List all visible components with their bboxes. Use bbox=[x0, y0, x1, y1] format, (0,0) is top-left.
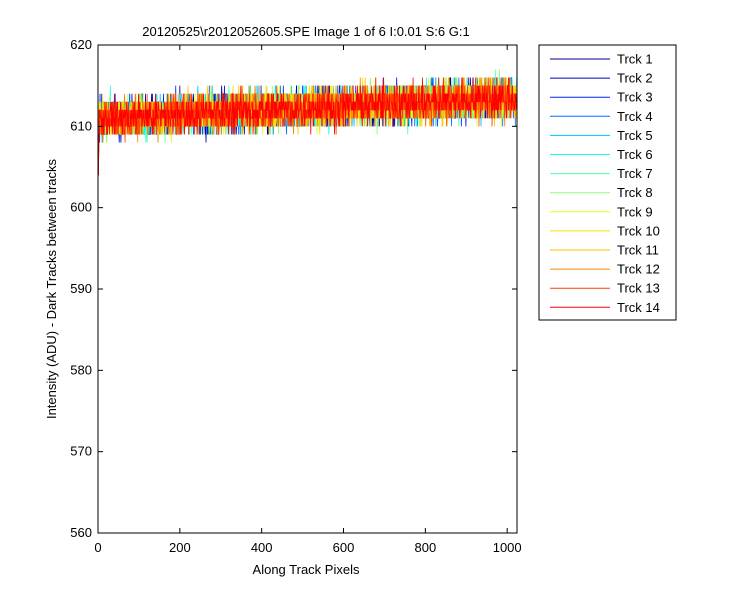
legend-label: Trck 13 bbox=[617, 281, 660, 296]
y-tick-label: 600 bbox=[70, 200, 92, 215]
legend-label: Trck 7 bbox=[617, 166, 653, 181]
y-tick-label: 610 bbox=[70, 118, 92, 133]
legend-box bbox=[538, 44, 677, 321]
x-axis-ticks: 0 200 400 600 800 1000 bbox=[94, 45, 522, 555]
x-tick-label: 0 bbox=[94, 540, 101, 555]
x-tick-label: 800 bbox=[414, 540, 436, 555]
series-line-14 bbox=[98, 77, 518, 176]
legend-label: Trck 10 bbox=[617, 223, 660, 238]
y-tick-label: 560 bbox=[70, 525, 92, 540]
y-tick-label: 620 bbox=[70, 37, 92, 52]
x-tick-label: 200 bbox=[169, 540, 191, 555]
legend-label: Trck 1 bbox=[617, 52, 653, 67]
chart-title: 20120525\r2012052605.SPE Image 1 of 6 I:… bbox=[142, 24, 469, 39]
legend-label: Trck 6 bbox=[617, 147, 653, 162]
plot-lines bbox=[98, 69, 518, 176]
y-tick-label: 580 bbox=[70, 362, 92, 377]
x-axis-label: Along Track Pixels bbox=[253, 562, 360, 577]
legend-label: Trck 5 bbox=[617, 128, 653, 143]
legend-label: Trck 8 bbox=[617, 185, 653, 200]
y-axis-ticks: 560 570 580 590 600 610 620 bbox=[70, 37, 517, 540]
legend-label: Trck 3 bbox=[617, 90, 653, 105]
y-tick-label: 570 bbox=[70, 444, 92, 459]
x-tick-label: 600 bbox=[333, 540, 355, 555]
legend-label: Trck 9 bbox=[617, 204, 653, 219]
legend-label: Trck 4 bbox=[617, 109, 653, 124]
legend: Trck 1 Trck 2 Trck 3 Trck 4 Trck 5 Trck 6 Trck… bbox=[538, 44, 677, 321]
legend-label: Trck 2 bbox=[617, 71, 653, 86]
y-axis-label: Intensity (ADU) - Dark Tracks between tr… bbox=[44, 158, 59, 419]
legend-label: Trck 12 bbox=[617, 262, 660, 277]
x-tick-label: 1000 bbox=[493, 540, 522, 555]
legend-label: Trck 14 bbox=[617, 300, 660, 315]
legend-label: Trck 11 bbox=[617, 243, 659, 258]
y-tick-label: 590 bbox=[70, 281, 92, 296]
x-tick-label: 400 bbox=[251, 540, 273, 555]
